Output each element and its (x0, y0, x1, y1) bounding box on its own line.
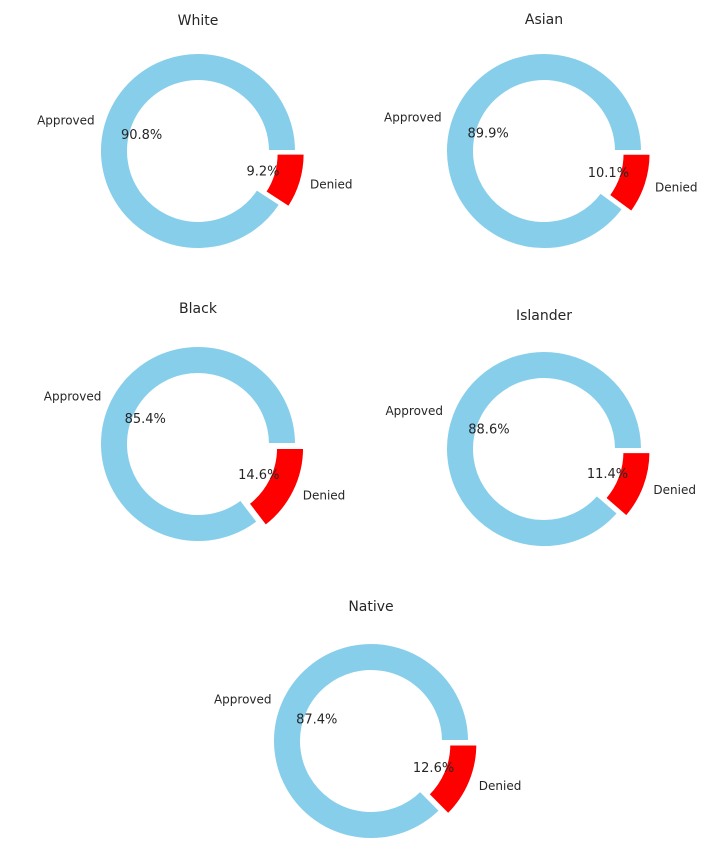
chart-title: Native (348, 599, 393, 615)
category-label-approved: Approved (384, 110, 442, 124)
category-label-denied: Denied (653, 483, 696, 497)
donut-chart-white: White 90.8% Approved 9.2% Denied (37, 13, 353, 250)
slice-denied (607, 152, 652, 214)
chart-title: Islander (516, 308, 572, 324)
slice-denied (603, 451, 652, 518)
category-label-denied: Denied (310, 177, 353, 191)
category-label-approved: Approved (37, 113, 95, 127)
category-label-denied: Denied (479, 779, 522, 793)
pct-label-denied: 12.6% (413, 761, 454, 776)
category-label-approved: Approved (214, 692, 272, 706)
slice-denied (247, 446, 306, 528)
category-label-approved: Approved (385, 404, 443, 418)
pct-label-denied: 9.2% (246, 164, 279, 179)
chart-title: White (178, 13, 219, 29)
pct-label-approved: 88.6% (468, 422, 509, 437)
donut-chart-black: Black 85.4% Approved 14.6% Denied (44, 301, 346, 543)
pct-label-denied: 10.1% (588, 166, 629, 181)
pct-label-approved: 90.8% (121, 128, 162, 143)
pct-label-approved: 85.4% (125, 412, 166, 427)
category-label-denied: Denied (655, 180, 698, 194)
slice-approved (445, 350, 644, 548)
slice-denied (263, 152, 306, 209)
pct-label-denied: 14.6% (238, 468, 279, 483)
pct-label-approved: 89.9% (467, 127, 508, 142)
donut-chart-asian: Asian 89.9% Approved 10.1% Denied (384, 12, 698, 250)
category-label-denied: Denied (303, 489, 346, 503)
slice-approved (99, 345, 298, 543)
donut-chart-islander: Islander 88.6% Approved 11.4% Denied (385, 308, 696, 548)
slice-denied (427, 743, 479, 816)
chart-title: Asian (525, 12, 563, 28)
slice-approved (445, 52, 644, 250)
chart-title: Black (179, 301, 218, 317)
donut-chart-native: Native 87.4% Approved 12.6% Denied (214, 599, 522, 840)
charts-layer: White 90.8% Approved 9.2% Denied Asian 89.9% Ap… (37, 12, 698, 840)
pct-label-denied: 11.4% (587, 467, 628, 482)
category-label-approved: Approved (44, 389, 102, 403)
pct-label-approved: 87.4% (296, 712, 337, 727)
slice-approved (272, 642, 471, 840)
slice-approved (99, 52, 298, 250)
